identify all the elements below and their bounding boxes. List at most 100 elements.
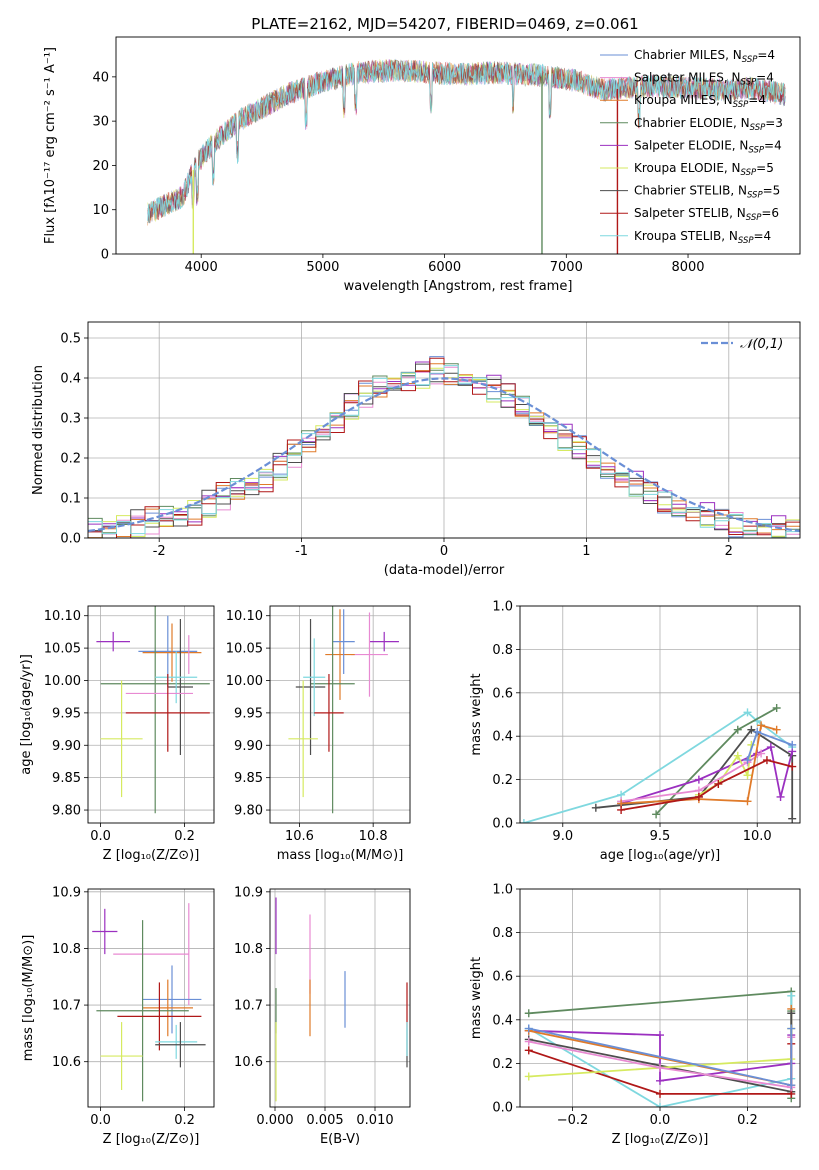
weight-marker-salpeter_stelib: [714, 779, 723, 788]
y-tick-label: 0.1: [60, 492, 81, 507]
y-tick-label: 10.00: [226, 674, 263, 689]
x-tick-label: 0.2: [174, 829, 195, 844]
y-axis-label: mass weight: [469, 957, 484, 1039]
errorbars-age_vs_mass: [288, 606, 399, 814]
y-tick-label: 0: [101, 248, 109, 263]
weight-marker-salpeter_stelib: [524, 1046, 533, 1055]
y-tick-label: 0.4: [60, 372, 81, 387]
spectrum-line-kroupa_stelib: [147, 60, 786, 223]
legend-entry-salpeter_stelib: Salpeter STELIB, NSSP=6: [634, 206, 779, 223]
y-tick-label: 10.7: [234, 999, 263, 1014]
y-tick-label: 0.8: [492, 926, 513, 941]
y-axis-label: age [log₁₀(age/yr)]: [19, 654, 34, 775]
weights_vs_age-frame: [519, 605, 801, 824]
y-tick-label: 30: [92, 115, 109, 130]
x-tick-label: 9.0: [552, 829, 573, 844]
y-tick-label: 10.10: [226, 609, 263, 624]
y-tick-label: 9.90: [234, 739, 263, 754]
y-tick-label: 40: [92, 70, 109, 85]
y-tick-label: 0.0: [492, 1101, 513, 1116]
weight-marker-kroupa_stelib: [787, 991, 796, 1000]
y-tick-label: 10.8: [234, 942, 263, 957]
weight-marker-salpeter_elodie: [776, 792, 785, 801]
y-tick-label: 0.5: [60, 332, 81, 347]
x-tick-label: 7000: [550, 260, 583, 275]
lines-weights_vs_age: [520, 703, 797, 823]
y-tick-label: 10.10: [44, 609, 81, 624]
y-tick-label: 10.8: [52, 942, 81, 957]
weight-marker-chabrier_elodie: [524, 1009, 533, 1018]
x-axis-label: (data-model)/error: [384, 563, 505, 578]
x-tick-label: 9.5: [650, 829, 671, 844]
weight-line-salpeter_miles: [620, 752, 762, 803]
weight-marker-salpeter_elodie: [656, 1076, 664, 1085]
weight-marker-chabrier_elodie: [733, 725, 742, 734]
y-tick-label: 20: [92, 159, 109, 174]
x-tick-label: 1: [582, 544, 590, 559]
lines-weights_vs_Z: [524, 987, 796, 1107]
y-tick-label: 0.2: [492, 1057, 513, 1072]
axes-age_vs_mass: 10.6 10.8 9.80 9.85 9.90 9.95 10.00 10.05 10.10 m…: [226, 606, 410, 863]
y-tick-label: 9.80: [52, 804, 81, 819]
x-axis-label: mass [log₁₀(M/M⊙)]: [277, 848, 404, 863]
legend-entry-chabrier_miles: Chabrier MILES, NSSP=4: [634, 48, 775, 65]
weight-marker-kroupa_stelib: [656, 1103, 664, 1107]
weight-marker-chabrier_stelib: [591, 803, 600, 812]
weight-marker-kroupa_miles: [757, 721, 766, 730]
y-tick-label: 0.4: [492, 1013, 513, 1028]
y-tick-label: 0.2: [60, 452, 81, 467]
axes-weights_vs_age: 9.0 9.5 10.0 0.0 0.2 0.4 0.6 0.8 1.0 age [log₁₀(a…: [469, 600, 800, 863]
y-tick-label: 9.80: [234, 804, 263, 819]
mass_vs_Z-frame: [87, 888, 215, 1108]
x-tick-label: 10.0: [743, 829, 772, 844]
weight-marker-kroupa_elodie: [524, 1072, 533, 1081]
axes-age_vs_Z: 0.0 0.2 9.80 9.85 9.90 9.95 10.00 10.05 10.10 Z […: [19, 606, 214, 863]
x-tick-label: 10.6: [285, 829, 314, 844]
x-axis-label: age [log₁₀(age/yr)]: [600, 848, 721, 863]
errorbars-age_vs_Z: [96, 606, 210, 814]
axes-mass_vs_ebv: 0.000 0.005 0.010 10.6 10.7 10.8 10.9 E(B-V): [234, 885, 410, 1147]
y-tick-label: 9.85: [52, 771, 81, 786]
spectrum-frame: [115, 36, 801, 255]
spectrum-lines: [147, 58, 786, 254]
y-tick-label: 10.00: [44, 674, 81, 689]
y-tick-label: 0.8: [492, 643, 513, 658]
x-tick-label: 0.2: [737, 1113, 758, 1128]
weight-marker-chabrier_elodie: [652, 810, 661, 819]
legend-entry-kroupa_miles: Kroupa MILES, NSSP=4: [634, 93, 766, 110]
axes-residuals: -2 -1 0 1 2 0.0 0.1 0.2 0.3 0.4 0.5 (data-model)/er…: [31, 322, 800, 578]
weight-marker-salpeter_stelib: [656, 1089, 664, 1098]
axes-mass_vs_Z: 0.0 0.2 10.6 10.7 10.8 10.9 Z [log₁₀(Z/Z⊙)] mas…: [21, 885, 214, 1147]
weight-marker-salpeter_stelib: [694, 792, 703, 801]
weight-line-salpeter_elodie: [620, 745, 794, 805]
y-tick-label: 0.0: [60, 532, 81, 547]
y-tick-label: 10.05: [44, 642, 81, 657]
y-tick-label: 10.9: [52, 885, 81, 900]
weight-marker-kroupa_elodie: [733, 751, 742, 760]
mass_vs_ebv-frame: [269, 888, 411, 1108]
y-tick-label: 0.6: [492, 686, 513, 701]
x-tick-label: 0.0: [90, 1113, 111, 1128]
weight-marker-chabrier_miles: [788, 740, 797, 749]
weight-marker-kroupa_miles: [743, 797, 752, 806]
legend-entry-kroupa_elodie: Kroupa ELODIE, NSSP=5: [634, 161, 774, 178]
y-tick-label: 10.6: [234, 1055, 263, 1070]
x-axis-label: wavelength [Angstrom, rest frame]: [344, 279, 573, 294]
y-tick-label: 0.3: [60, 412, 81, 427]
y-tick-label: 9.95: [234, 706, 263, 721]
x-tick-label: 8000: [671, 260, 704, 275]
y-tick-label: 10: [92, 203, 109, 218]
x-tick-label: -1: [295, 544, 308, 559]
weight-marker-chabrier_stelib: [747, 725, 756, 734]
y-tick-label: 10.6: [52, 1055, 81, 1070]
legend-entry-chabrier_stelib: Chabrier STELIB, NSSP=5: [634, 184, 780, 201]
weight-marker-salpeter_elodie: [694, 775, 703, 784]
x-tick-label: 2: [725, 544, 733, 559]
weight-marker-chabrier_stelib: [787, 1009, 796, 1018]
y-tick-label: 0.2: [492, 773, 513, 788]
x-tick-label: 4000: [185, 260, 218, 275]
spectrum-legend: Chabrier MILES, NSSP=4 Salpeter MILES, NS…: [600, 48, 783, 246]
age_vs_mass-frame: [269, 605, 411, 824]
weight-marker-chabrier_miles: [524, 1024, 533, 1033]
y-tick-label: 9.95: [52, 706, 81, 721]
